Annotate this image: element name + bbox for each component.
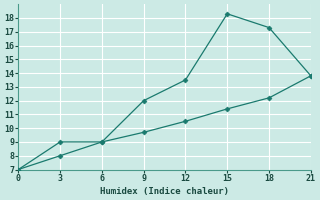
X-axis label: Humidex (Indice chaleur): Humidex (Indice chaleur) [100, 187, 229, 196]
